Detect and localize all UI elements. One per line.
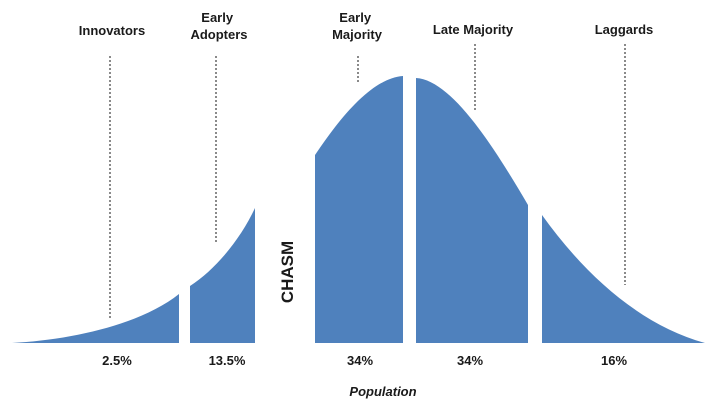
segment-early-adopters-area [190,208,255,343]
percent-early-adopters: 13.5% [209,353,246,368]
percent-early-majority: 34% [347,353,373,368]
chasm-label: CHASM [278,241,297,303]
segment-innovators-area [12,294,179,343]
percent-laggards: 16% [601,353,627,368]
segment-label-early-majority: Early Majority [332,10,383,42]
segment-label-late-majority: Late Majority [433,22,514,37]
percent-late-majority: 34% [457,353,483,368]
percent-innovators: 2.5% [102,353,132,368]
segment-label-laggards: Laggards [595,22,654,37]
segment-label-early-adopters: Early Adopters [190,10,247,42]
segment-late-majority-area [416,78,528,343]
segment-laggards-area [542,215,705,343]
axis-title-population: Population [349,384,416,399]
segment-label-innovators: Innovators [79,23,145,38]
segment-early-majority-area [315,76,403,343]
